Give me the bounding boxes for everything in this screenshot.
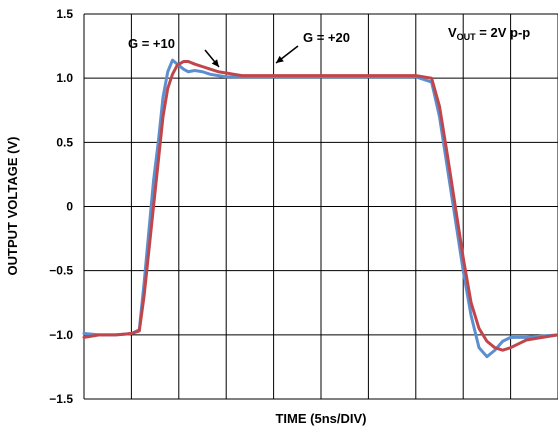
- series-annotation: G = +20: [303, 30, 350, 45]
- y-tick-label: 0: [66, 200, 73, 214]
- annotation-arrowhead: [211, 59, 219, 67]
- y-tick-label: 0.5: [56, 135, 73, 149]
- vout-annotation: VOUT = 2V p-p: [448, 25, 530, 42]
- annotation-arrowhead: [276, 55, 284, 63]
- series-annotation: G = +10: [128, 36, 175, 51]
- y-tick-label: 1.0: [56, 71, 73, 85]
- y-axis-label: OUTPUT VOLTAGE (V): [5, 137, 20, 276]
- series-line: [82, 59, 558, 352]
- series-layer: [82, 58, 558, 359]
- x-axis-label: TIME (5ns/DIV): [275, 411, 366, 426]
- y-tick-label: −0.5: [49, 264, 73, 278]
- vout-value: 2V p-p: [491, 25, 531, 40]
- y-tick-label: −1.0: [49, 328, 73, 342]
- annotations: G = +10 G = +20: [128, 30, 350, 68]
- y-tick-label: −1.5: [49, 392, 73, 406]
- y-tick-label: 1.5: [56, 7, 73, 21]
- y-axis-ticks: 1.5 1.0 0.5 0 −0.5 −1.0 −1.5: [49, 7, 73, 406]
